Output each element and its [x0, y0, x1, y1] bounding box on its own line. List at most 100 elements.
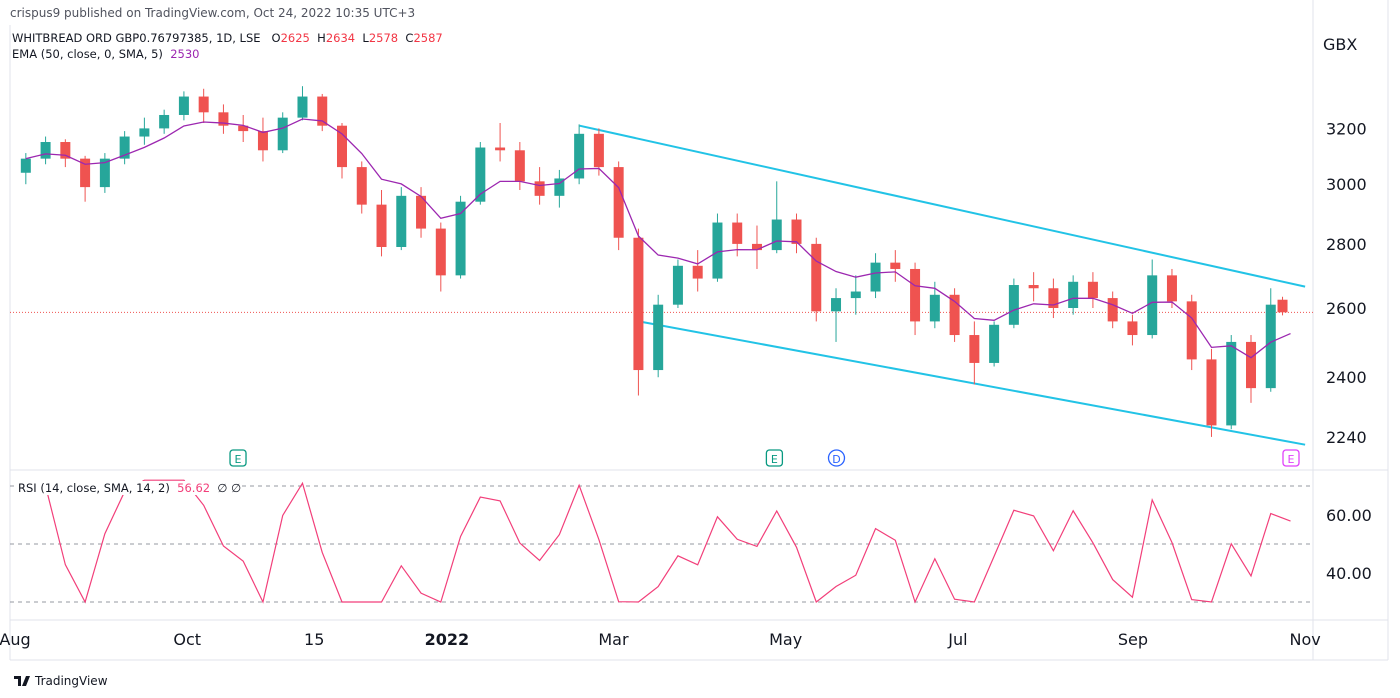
event-marker-label: E — [771, 453, 778, 466]
symbol-legend: WHITBREAD ORD GBP0.76797385, 1D, LSE O26… — [12, 30, 443, 62]
candle-body — [99, 158, 110, 188]
low-label: L — [362, 31, 369, 45]
time-tick-label: 2022 — [425, 630, 470, 649]
candle-body — [653, 304, 664, 371]
candle-body — [1068, 281, 1079, 308]
candle-body — [949, 294, 960, 336]
time-tick-label: 15 — [304, 630, 324, 649]
rsi-legend[interactable]: RSI (14, close, SMA, 14, 2) 56.62 ∅ ∅ — [18, 481, 242, 495]
candle-body — [60, 142, 71, 159]
close-label: C — [405, 31, 414, 45]
candle-body — [613, 167, 624, 238]
open-value: 2625 — [280, 31, 310, 45]
candle-body — [534, 181, 545, 196]
candle-body — [198, 96, 209, 113]
candle-body — [376, 204, 387, 247]
candle-body — [1226, 341, 1237, 426]
candle-body — [732, 222, 743, 244]
candle-body — [238, 125, 249, 132]
candle-body — [831, 298, 842, 312]
candle-body — [712, 222, 723, 279]
time-tick-label: Oct — [173, 630, 201, 649]
ema-value: 2530 — [170, 47, 200, 61]
price-tick-label: 3200 — [1326, 119, 1367, 138]
symbol-name[interactable]: WHITBREAD ORD GBP0.76797385, 1D, LSE — [12, 31, 261, 45]
candle-body — [455, 201, 466, 276]
candle-body — [1246, 341, 1257, 389]
candle-body — [1277, 299, 1288, 313]
ema-label[interactable]: EMA (50, close, 0, SMA, 5) — [12, 47, 163, 61]
candle-body — [870, 262, 881, 292]
low-value: 2578 — [368, 31, 399, 45]
tradingview-logo[interactable]: TradingView — [14, 674, 108, 688]
candle-body — [159, 114, 170, 129]
candle-body — [811, 243, 822, 312]
rsi-extra: ∅ ∅ — [217, 481, 242, 495]
candle-body — [396, 195, 407, 247]
brand-name: TradingView — [35, 674, 108, 688]
candle-body — [317, 96, 328, 126]
candle-body — [435, 228, 446, 276]
close-value: 2587 — [413, 31, 443, 45]
ema-line — [25, 118, 1291, 359]
candle-body — [593, 133, 604, 168]
candle-body — [1107, 298, 1118, 322]
candle-body — [416, 195, 427, 229]
candle-body — [633, 237, 644, 371]
candle-body — [969, 335, 980, 363]
candle-body — [850, 291, 861, 299]
candle-body — [554, 178, 565, 196]
candle-body — [277, 117, 288, 151]
candle-body — [297, 96, 308, 118]
rsi-tick-label: 40.00 — [1326, 564, 1372, 583]
candle-body — [1166, 275, 1177, 302]
candle-body — [40, 142, 51, 159]
price-tick-label: 2400 — [1326, 368, 1367, 387]
time-tick-label: Nov — [1289, 630, 1320, 649]
candle-body — [1048, 288, 1059, 308]
candle-body — [1008, 285, 1019, 325]
price-tick-label: 2240 — [1326, 428, 1367, 447]
channel-trend-line[interactable] — [579, 124, 1306, 288]
high-label: H — [317, 31, 326, 45]
open-label: O — [271, 31, 281, 45]
candle-body — [1087, 281, 1098, 299]
candle-body — [218, 112, 229, 126]
candle-body — [495, 147, 506, 151]
candle-body — [672, 265, 683, 305]
candle-body — [257, 131, 268, 151]
channel-trend-line[interactable] — [638, 320, 1306, 446]
earnings-marker[interactable] — [1282, 449, 1300, 467]
event-marker-label: E — [1288, 453, 1295, 466]
candle-body — [80, 158, 91, 188]
price-tick-label: 2800 — [1326, 235, 1367, 254]
earnings-marker[interactable] — [229, 449, 247, 467]
candle-body — [890, 262, 901, 269]
dividend-marker[interactable] — [827, 449, 846, 467]
time-tick-label: Jul — [947, 630, 967, 649]
time-tick-label: Aug — [0, 630, 31, 649]
rsi-value: 56.62 — [177, 481, 211, 495]
candle-body — [1265, 304, 1276, 389]
earnings-marker[interactable] — [765, 449, 784, 467]
candle-body — [692, 265, 703, 279]
candle-body — [119, 136, 130, 159]
publisher-line: crispus9 published on TradingView.com, O… — [10, 6, 416, 20]
candle-body — [791, 219, 802, 244]
candle-body — [574, 133, 585, 179]
candle-body — [751, 243, 762, 251]
candle-body — [1206, 359, 1217, 426]
candle-body — [336, 125, 347, 168]
rsi-label: RSI (14, close, SMA, 14, 2) — [18, 481, 170, 495]
time-tick-label: Mar — [598, 630, 629, 649]
candle-body — [1028, 285, 1039, 289]
candle-body — [475, 147, 486, 202]
time-tick-label: May — [769, 630, 802, 649]
event-marker-label: D — [832, 453, 840, 466]
price-tick-label: 2600 — [1326, 299, 1367, 318]
candle-body — [514, 150, 525, 182]
time-tick-label: Sep — [1118, 630, 1148, 649]
candle-body — [910, 268, 921, 322]
tradingview-logo-icon — [14, 676, 30, 686]
